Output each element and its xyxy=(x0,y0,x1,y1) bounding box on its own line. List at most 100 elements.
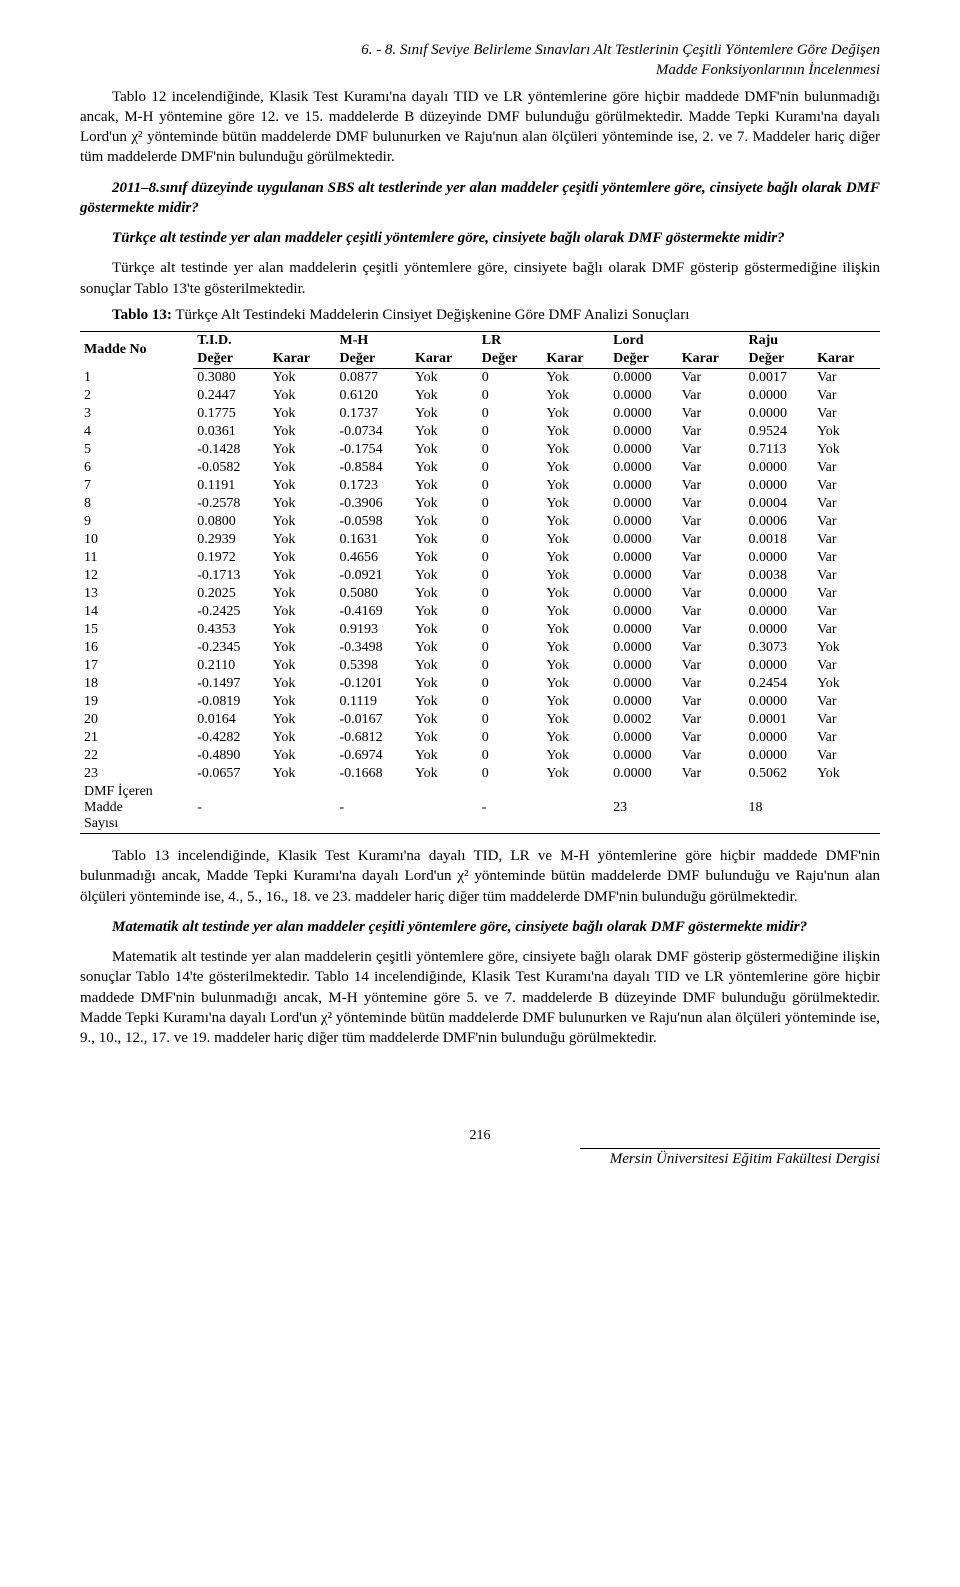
th-lr: LR xyxy=(478,332,609,351)
table-cell: 0.0004 xyxy=(745,495,814,513)
table-cell: 0.2447 xyxy=(193,387,268,405)
table-cell: Var xyxy=(813,459,880,477)
table-cell: Var xyxy=(678,387,745,405)
table-cell: Yok xyxy=(411,369,478,388)
table-cell: Yok xyxy=(411,765,478,783)
table-cell: Yok xyxy=(269,585,336,603)
table-cell: Yok xyxy=(411,693,478,711)
table-cell: -0.0657 xyxy=(193,765,268,783)
table-cell: -0.2578 xyxy=(193,495,268,513)
table-cell: 0 xyxy=(478,387,543,405)
table-cell: 0.2939 xyxy=(193,531,268,549)
table-cell: Var xyxy=(678,423,745,441)
table-cell: 0.3080 xyxy=(193,369,268,388)
table-cell: Yok xyxy=(542,369,609,388)
table-cell: Yok xyxy=(411,423,478,441)
table-cell: 0 xyxy=(478,747,543,765)
summary-cell xyxy=(813,783,880,834)
table-cell: Var xyxy=(813,747,880,765)
table-row: 200.0164Yok-0.0167Yok0Yok0.0002Var0.0001… xyxy=(80,711,880,729)
table-cell: Yok xyxy=(269,423,336,441)
table-cell: -0.1201 xyxy=(336,675,411,693)
table-row: 10.3080Yok0.0877Yok0Yok0.0000Var0.0017Va… xyxy=(80,369,880,388)
table-cell: 0 xyxy=(478,369,543,388)
table-cell: -0.1668 xyxy=(336,765,411,783)
table-cell: 0.0000 xyxy=(745,405,814,423)
th-sub: Değer xyxy=(478,350,543,369)
table-cell: Var xyxy=(678,639,745,657)
table-cell: 1 xyxy=(80,369,193,388)
table-cell: 20 xyxy=(80,711,193,729)
table-cell: Var xyxy=(813,729,880,747)
table-cell: 0 xyxy=(478,405,543,423)
table-cell: 14 xyxy=(80,603,193,621)
table-cell: -0.4890 xyxy=(193,747,268,765)
table-cell: 0.9524 xyxy=(745,423,814,441)
table-cell: Var xyxy=(813,585,880,603)
th-sub: Karar xyxy=(813,350,880,369)
th-sub: Değer xyxy=(609,350,678,369)
table-cell: Var xyxy=(678,729,745,747)
table-cell: Yok xyxy=(542,441,609,459)
table-row: 40.0361Yok-0.0734Yok0Yok0.0000Var0.9524Y… xyxy=(80,423,880,441)
table-cell: 11 xyxy=(80,549,193,567)
table-cell: 0.4656 xyxy=(336,549,411,567)
table-cell: 0.0000 xyxy=(609,639,678,657)
table-cell: 0.9193 xyxy=(336,621,411,639)
table-cell: Yok xyxy=(269,603,336,621)
table-cell: Yok xyxy=(542,765,609,783)
table-cell: 0.0000 xyxy=(609,387,678,405)
table-cell: Var xyxy=(678,531,745,549)
table-cell: -0.2345 xyxy=(193,639,268,657)
table-cell: 0 xyxy=(478,495,543,513)
table-cell: 0.0800 xyxy=(193,513,268,531)
table13: Madde No T.I.D. M-H LR Lord Raju Değer K… xyxy=(80,331,880,834)
th-sub: Değer xyxy=(193,350,268,369)
question-1: 2011–8.sınıf düzeyinde uygulanan SBS alt… xyxy=(80,178,880,219)
table-cell: 0.1972 xyxy=(193,549,268,567)
table-cell: 0.5062 xyxy=(745,765,814,783)
table-row: 130.2025Yok0.5080Yok0Yok0.0000Var0.0000V… xyxy=(80,585,880,603)
table-row: 20.2447Yok0.6120Yok0Yok0.0000Var0.0000Va… xyxy=(80,387,880,405)
table-cell: 0.0000 xyxy=(609,441,678,459)
table-cell: -0.0598 xyxy=(336,513,411,531)
table-cell: 5 xyxy=(80,441,193,459)
table-cell: 0.1737 xyxy=(336,405,411,423)
table-cell: 6 xyxy=(80,459,193,477)
table-cell: Var xyxy=(678,405,745,423)
table-cell: 0.0877 xyxy=(336,369,411,388)
table-cell: Yok xyxy=(411,477,478,495)
table-cell: Yok xyxy=(542,693,609,711)
table-cell: Var xyxy=(813,567,880,585)
table-cell: Yok xyxy=(411,549,478,567)
table-cell: 0.6120 xyxy=(336,387,411,405)
table-cell: -0.0734 xyxy=(336,423,411,441)
table-cell: 0.0000 xyxy=(609,549,678,567)
table-cell: 0.0000 xyxy=(609,747,678,765)
th-lord: Lord xyxy=(609,332,744,351)
summary-cell: 18 xyxy=(745,783,814,834)
table-cell: Var xyxy=(813,693,880,711)
table-cell: Yok xyxy=(411,387,478,405)
table-cell: Yok xyxy=(411,495,478,513)
th-sub: Değer xyxy=(745,350,814,369)
table-cell: Yok xyxy=(813,765,880,783)
table-cell: -0.0921 xyxy=(336,567,411,585)
table-cell: 9 xyxy=(80,513,193,531)
table-cell: Yok xyxy=(269,495,336,513)
table-cell: Var xyxy=(813,513,880,531)
table-cell: Yok xyxy=(411,405,478,423)
table-cell: Yok xyxy=(542,423,609,441)
table-cell: 0.0002 xyxy=(609,711,678,729)
table-row: 6-0.0582Yok-0.8584Yok0Yok0.0000Var0.0000… xyxy=(80,459,880,477)
table-cell: Yok xyxy=(542,675,609,693)
table-cell: 0.0000 xyxy=(609,531,678,549)
table-cell: Yok xyxy=(269,567,336,585)
table-cell: 0.0000 xyxy=(745,477,814,495)
table-cell: 0.0000 xyxy=(745,747,814,765)
table13-body: 10.3080Yok0.0877Yok0Yok0.0000Var0.0017Va… xyxy=(80,369,880,834)
table-cell: 23 xyxy=(80,765,193,783)
table-cell: 19 xyxy=(80,693,193,711)
table-cell: Var xyxy=(813,621,880,639)
th-sub: Karar xyxy=(678,350,745,369)
